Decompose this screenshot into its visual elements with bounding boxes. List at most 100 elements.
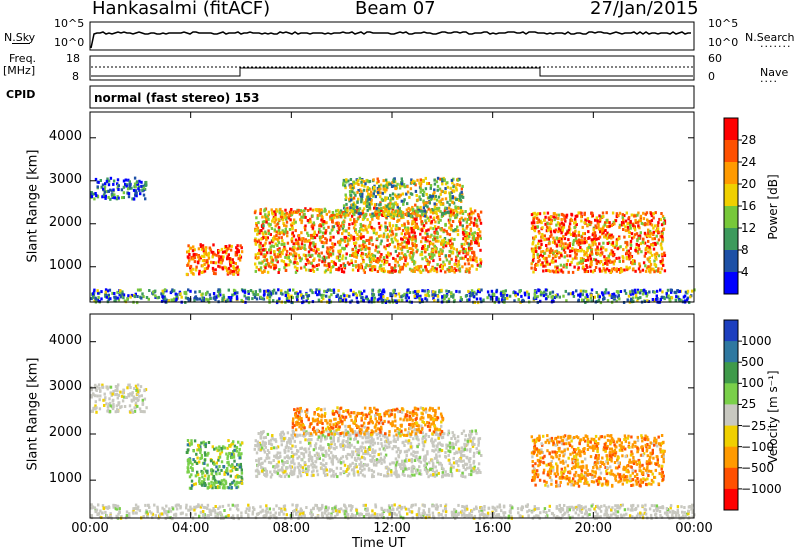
power-echo-cell: [406, 202, 409, 206]
velocity-echo-cell: [293, 466, 296, 470]
power-echo-cell: [580, 235, 584, 239]
power-echo-cell: [354, 246, 358, 250]
power-echo-cell: [320, 214, 323, 218]
velocity-echo-cell: [98, 386, 101, 390]
power-echo-cell: [552, 299, 555, 303]
power-echo-cell: [573, 232, 576, 236]
power-echo-cell: [401, 294, 404, 298]
power-echo-cell: [398, 295, 402, 299]
power-echo-cell: [362, 207, 366, 211]
power-echo-cell: [565, 265, 568, 269]
power-echo-cell: [282, 222, 285, 225]
power-echo-cell: [653, 270, 656, 274]
power-echo-cell: [343, 246, 346, 250]
power-echo-cell: [201, 292, 204, 296]
velocity-echo-cell: [472, 454, 476, 458]
power-echo-cell: [465, 251, 468, 255]
power-echo-cell: [530, 247, 534, 251]
power-echo-cell: [661, 259, 664, 263]
power-echo-cell: [415, 194, 418, 197]
power-echo-cell: [639, 296, 642, 300]
power-echo-cell: [299, 259, 302, 263]
power-echo-cell: [602, 263, 605, 267]
power-echo-cell: [614, 219, 618, 223]
power-echo-cell: [369, 263, 372, 267]
power-echo-cell: [424, 214, 427, 218]
power-echo-cell: [104, 196, 107, 200]
power-echo-cell: [413, 217, 416, 221]
power-echo-cell: [548, 251, 552, 254]
power-echo-cell: [628, 257, 631, 261]
power-echo-cell: [332, 225, 336, 229]
velocity-echo-cell: [316, 473, 320, 477]
power-echo-cell: [397, 264, 401, 268]
power-echo-cell: [474, 223, 478, 227]
power-echo-cell: [133, 295, 136, 299]
power-echo-cell: [343, 240, 347, 243]
power-echo-cell: [588, 243, 591, 247]
power-echo-cell: [266, 293, 270, 297]
power-echo-cell: [634, 221, 638, 225]
power-echo-cell: [280, 242, 283, 246]
power-echo-cell: [433, 178, 436, 182]
power-echo-cell: [471, 232, 474, 236]
power-echo-cell: [257, 239, 261, 243]
power-echo-cell: [411, 259, 414, 263]
power-echo-cell: [371, 194, 375, 198]
power-echo-cell: [568, 222, 572, 226]
power-echo-cell: [450, 242, 454, 246]
power-echo-cell: [556, 293, 559, 297]
power-echo-cell: [198, 272, 201, 276]
power-echo-cell: [333, 242, 337, 246]
velocity-echo-cell: [431, 449, 434, 453]
power-echo-cell: [320, 211, 323, 215]
power-echo-cell: [405, 245, 408, 249]
velocity-echo-cell: [220, 448, 223, 452]
power-echo-cell: [160, 292, 163, 296]
power-echo-cell: [138, 189, 141, 192]
power-echo-cell: [453, 270, 456, 274]
power-echo-cell: [331, 249, 335, 253]
power-echo-cell: [259, 247, 262, 251]
power-echo-cell: [385, 207, 388, 211]
velocity-echo-cell: [229, 469, 232, 473]
velocity-echo-cell: [117, 383, 120, 387]
power-echo-cell: [440, 214, 444, 218]
power-echo-cell: [608, 293, 611, 297]
power-echo-cell: [584, 289, 588, 293]
power-echo-cell: [595, 237, 598, 241]
velocity-echo-cell: [476, 471, 479, 475]
velocity-echo-cell: [115, 404, 119, 408]
power-echo-cell: [477, 242, 480, 246]
power-echo-cell: [619, 290, 623, 293]
power-echo-cell: [104, 182, 107, 186]
power-echo-cell: [555, 244, 559, 248]
power-echo-cell: [119, 289, 122, 293]
power-echo-cell: [601, 211, 605, 215]
power-echo-cell: [370, 238, 373, 242]
power-echo-cell: [214, 272, 217, 276]
velocity-echo-cell: [108, 402, 111, 406]
power-echo-cell: [634, 291, 637, 295]
power-echo-cell: [577, 249, 580, 253]
power-echo-cell: [373, 296, 376, 300]
power-echo-cell: [352, 251, 355, 255]
power-echo-cell: [306, 239, 309, 243]
power-echo-cell: [434, 247, 437, 251]
power-echo-cell: [459, 211, 462, 215]
power-echo-cell: [427, 182, 431, 185]
power-echo-cell: [387, 209, 391, 213]
power-echo-cell: [532, 251, 535, 255]
power-echo-cell: [532, 258, 535, 262]
power-echo-cell: [514, 294, 517, 298]
noise-panel: [89, 21, 695, 51]
power-echo-cell: [162, 299, 166, 303]
power-echo-cell: [205, 266, 209, 270]
power-echo-cell: [557, 230, 560, 234]
power-echo-cell: [378, 225, 381, 229]
power-echo-cell: [381, 289, 385, 293]
velocity-echo-cell: [223, 470, 227, 474]
power-echo-cell: [650, 253, 654, 257]
power-echo-cell: [310, 236, 313, 240]
